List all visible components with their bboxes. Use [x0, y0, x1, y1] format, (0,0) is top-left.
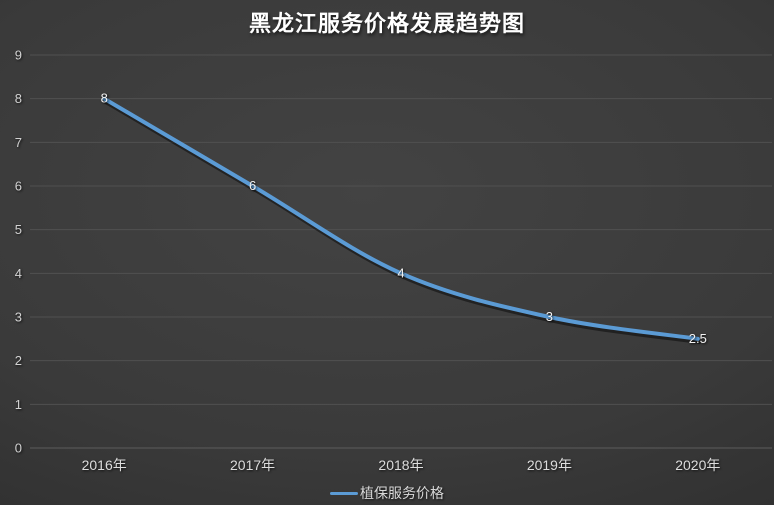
chart-title: 黑龙江服务价格发展趋势图	[248, 11, 525, 36]
y-tick-label: 8	[15, 91, 22, 106]
series-line-shadow	[103, 99, 702, 345]
y-tick-label: 0	[15, 441, 22, 456]
x-axis-label: 2018年	[378, 457, 423, 473]
x-axis-label: 2017年	[230, 457, 275, 473]
data-label: 3	[546, 309, 553, 324]
data-label: 4	[397, 265, 404, 280]
x-axis-label: 2016年	[82, 457, 127, 473]
y-tick-label: 7	[15, 135, 22, 150]
y-tick-label: 9	[15, 48, 22, 63]
x-axis-label: 2020年	[675, 457, 720, 473]
data-label: 8	[101, 91, 108, 106]
y-tick-label: 1	[15, 397, 22, 412]
series-line	[102, 96, 700, 341]
y-tick-label: 2	[15, 353, 22, 368]
y-tick-label: 3	[15, 310, 22, 325]
legend: 植保服务价格	[0, 483, 774, 503]
x-axis-label: 2019年	[527, 457, 572, 473]
data-label: 2.5	[689, 331, 707, 346]
data-label: 6	[249, 178, 256, 193]
legend-line-swatch	[330, 491, 358, 495]
legend-label: 植保服务价格	[360, 485, 444, 501]
y-tick-label: 6	[15, 179, 22, 194]
y-tick-label: 5	[15, 222, 22, 237]
y-tick-label: 4	[15, 266, 22, 281]
